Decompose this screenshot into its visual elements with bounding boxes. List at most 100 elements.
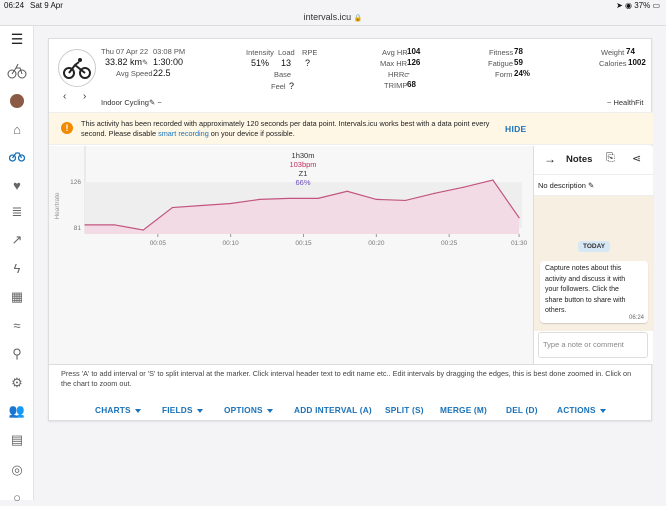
heartrate-line — [85, 179, 520, 231]
compare-icon[interactable]: ≈ — [13, 317, 21, 333]
avg-speed-value: 22.5 — [153, 68, 171, 78]
status-date: Sat 9 Apr — [30, 1, 63, 10]
load-value: 13 — [281, 58, 292, 68]
activity-name-suffix: ~ — [157, 98, 162, 107]
activities-icon[interactable] — [6, 147, 28, 165]
url-bar[interactable]: intervals.icu 🔒 — [0, 10, 666, 26]
trend-icon[interactable]: ↗ — [11, 232, 23, 247]
heartrate-point — [230, 202, 232, 205]
weight-value[interactable]: 74 — [626, 47, 635, 56]
battery-level: 37% — [634, 1, 651, 10]
x-tick-label: 00:20 — [368, 240, 385, 247]
heartrate-point — [288, 197, 290, 199]
caret-down-icon — [196, 408, 203, 413]
power-icon[interactable]: ϟ — [13, 260, 21, 276]
merge-button[interactable]: MERGE (M) — [440, 405, 487, 415]
lock-icon: 🔒 — [353, 15, 363, 22]
y-tick-label: 81 — [74, 225, 82, 232]
menu-icon[interactable]: ☰ — [10, 30, 24, 47]
footer: Press 'A' to add interval or 'S' to spli… — [49, 364, 653, 422]
warning-text-a: This activity has been recorded with app… — [81, 119, 490, 138]
close-notes-arrow-icon[interactable]: → — [544, 152, 556, 166]
rpe-value[interactable]: ? — [305, 58, 311, 68]
activity-panel: Thu 07 Apr 22 03:08 PM 33.82 km ✎ 1:30:0… — [48, 38, 654, 422]
heartrate-point — [346, 190, 348, 192]
heartrate-point — [317, 197, 319, 199]
hrrc-value: - — [407, 69, 410, 78]
heartrate-point — [84, 224, 86, 226]
status-bar: 06:24 Sat 9 Apr ➤ ◉ 37% ▭ — [0, 0, 666, 12]
home-icon[interactable]: ⌂ — [13, 121, 21, 137]
avg-hr-value: 104 — [407, 47, 421, 56]
trimp-label: TRIMP — [384, 81, 408, 90]
heartrate-point — [404, 199, 407, 202]
activity-type-icon — [58, 49, 96, 87]
more-icon[interactable]: ○ — [13, 489, 21, 505]
intensity-value: 51% — [251, 58, 270, 68]
heart-icon[interactable]: ♥ — [13, 177, 21, 193]
calories-label: Calories — [599, 59, 627, 68]
actions-button[interactable]: ACTIONS — [557, 405, 606, 415]
interval-help: Press 'A' to add interval or 'S' to spli… — [61, 369, 632, 388]
today-badge: TODAY — [578, 241, 611, 252]
heartrate-point — [518, 217, 520, 219]
weight-label: Weight — [601, 48, 625, 57]
next-activity-button[interactable]: › — [83, 91, 87, 102]
people-icon[interactable]: 👥 — [8, 403, 26, 418]
avg-hr-label: Avg HR — [382, 48, 408, 57]
hrrc-label: HRRc — [388, 70, 408, 79]
search-icon[interactable]: ⚲ — [12, 346, 22, 361]
attach-icon[interactable]: ⎘ — [606, 152, 615, 164]
fields-label: FIELDS — [162, 405, 193, 415]
edit-distance-icon[interactable]: ✎ — [142, 58, 149, 67]
fatigue-label: Fatigue — [488, 59, 514, 68]
hide-button[interactable]: HIDE — [505, 124, 527, 134]
share-icon[interactable]: ⋖ — [632, 153, 642, 165]
list-icon[interactable]: ≣ — [11, 204, 23, 219]
form-value: 24% — [514, 69, 531, 78]
activity-distance: 33.82 km — [105, 57, 143, 67]
fields-button[interactable]: FIELDS — [162, 405, 203, 415]
prev-activity-button[interactable]: ‹ — [63, 91, 67, 102]
notes-title: Notes — [566, 154, 593, 165]
load-label: Load — [278, 48, 295, 57]
chart-area[interactable]: Heartrate 81 126 00:05 00:10 00:15 00:20 00:25… — [49, 146, 533, 364]
fatigue-value: 59 — [514, 58, 523, 67]
max-hr-label: Max HR — [380, 59, 408, 68]
fitness-value: 78 — [514, 47, 523, 56]
settings-icon[interactable]: ⚙ — [11, 375, 23, 390]
note-input[interactable]: Type a note or comment — [538, 332, 648, 358]
smart-recording-link[interactable]: smart recording — [158, 129, 209, 138]
avatar[interactable] — [6, 92, 28, 110]
add-interval-button[interactable]: ADD INTERVAL (A) — [294, 405, 372, 415]
discord-icon[interactable]: ◎ — [11, 462, 23, 477]
y-tick-label: 126 — [70, 179, 81, 186]
note-text: Capture notes about this activity and di… — [545, 265, 626, 314]
charts-button[interactable]: CHARTS — [95, 405, 141, 415]
heartrate-point — [171, 206, 173, 209]
no-description[interactable]: No description ✎ — [538, 181, 595, 190]
calendar-icon[interactable]: ▦ — [10, 289, 24, 304]
chat-icon[interactable]: ▤ — [10, 432, 24, 447]
options-button[interactable]: OPTIONS — [224, 405, 273, 415]
warning-icon: ! — [61, 122, 73, 134]
status-time: 06:24 — [4, 1, 25, 10]
warning-text-b: on your device if possible. — [208, 129, 295, 138]
sidebar: ☰ ⌂ ♥ ≣ ↗ ϟ ▦ ≈ ⚲ ⚙ 👥 ▤ ◎ ○ — [0, 26, 34, 505]
delete-button[interactable]: DEL (D) — [506, 405, 538, 415]
form-label: Form — [495, 70, 513, 79]
x-tick-label: 00:10 — [223, 240, 240, 247]
y-axis-label: Heartrate — [54, 192, 61, 219]
feel-value[interactable]: ? — [289, 81, 295, 91]
charts-label: CHARTS — [95, 405, 131, 415]
heartrate-chart[interactable]: Heartrate 81 126 00:05 00:10 00:15 00:20 00:25… — [49, 146, 533, 364]
split-button[interactable]: SPLIT (S) — [385, 405, 424, 415]
note-message: Capture notes about this activity and di… — [540, 261, 648, 323]
tooltip-zone: Z1 — [299, 169, 308, 178]
heartrate-point — [463, 186, 465, 188]
activity-duration: 1:30:00 — [153, 57, 184, 67]
cyclist-logo-icon[interactable] — [6, 62, 28, 80]
warning-banner: ! This activity has been recorded with a… — [49, 112, 653, 145]
activity-name[interactable]: Indoor Cycling✎ ~ — [101, 98, 162, 107]
calories-value: 1002 — [628, 58, 646, 67]
